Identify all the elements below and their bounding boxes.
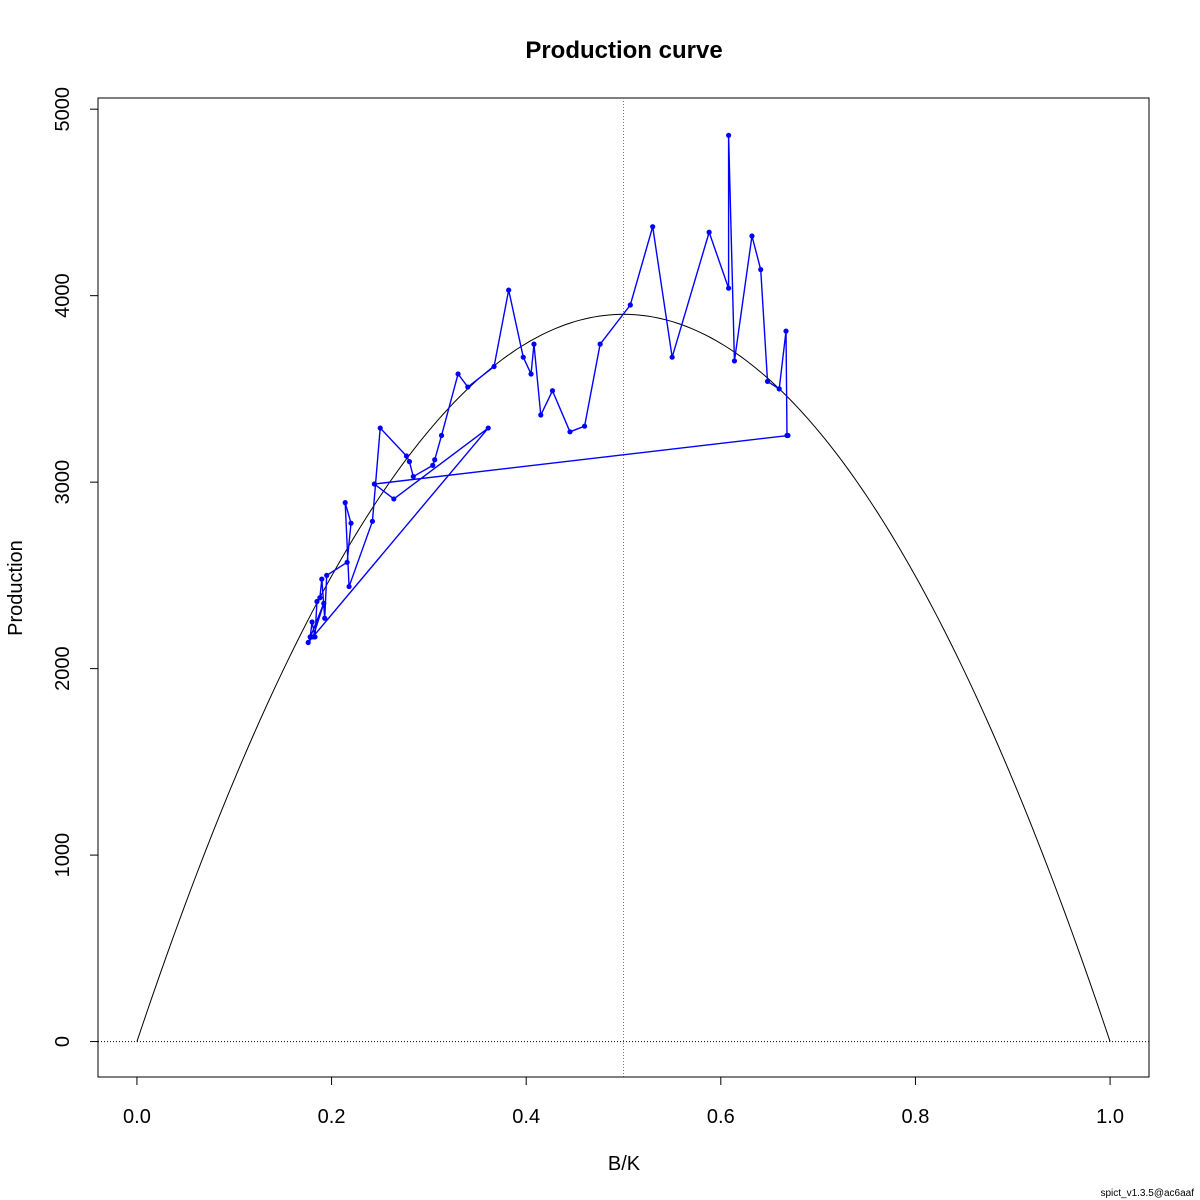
- data-point: [403, 453, 410, 459]
- data-point: [465, 384, 471, 390]
- y-tick-label: 4000: [52, 273, 74, 318]
- x-axis: 0.0 0.2 0.4 0.6 0.8 1.0: [123, 1076, 1124, 1128]
- data-point: [317, 595, 323, 601]
- y-tick-label: 3000: [52, 460, 74, 505]
- data-point: [305, 639, 311, 646]
- data-point: [706, 229, 712, 235]
- data-point: [581, 423, 588, 429]
- data-point: [348, 520, 354, 526]
- y-tick-label: 1000: [52, 833, 74, 878]
- data-point: [485, 425, 491, 431]
- y-axis-label: Production: [5, 540, 27, 636]
- data-point: [438, 432, 445, 439]
- data-point: [322, 615, 328, 621]
- y-tick-label: 0: [52, 1036, 74, 1047]
- version-footer: spict_v1.3.5@ac6aaf: [1100, 1188, 1194, 1199]
- data-point: [391, 496, 397, 502]
- data-point: [344, 559, 350, 565]
- data-point: [726, 132, 732, 138]
- data-point: [726, 285, 732, 291]
- data-point: [531, 341, 537, 347]
- data-point: [321, 600, 327, 606]
- data-point: [758, 266, 764, 273]
- data-point: [406, 459, 413, 465]
- chart-title: Production curve: [525, 37, 722, 64]
- data-point: [650, 224, 656, 230]
- data-point: [410, 473, 416, 480]
- data-point: [430, 462, 436, 468]
- x-tick-label: 0.2: [318, 1106, 346, 1128]
- data-point: [377, 425, 383, 431]
- data-point: [749, 233, 755, 239]
- data-point: [669, 354, 675, 360]
- data-point: [310, 634, 316, 640]
- x-axis-label: B/K: [608, 1153, 641, 1175]
- x-tick-label: 0.8: [902, 1106, 930, 1128]
- y-tick-label: 5000: [52, 87, 74, 132]
- data-point: [785, 432, 791, 439]
- x-tick-label: 1.0: [1096, 1106, 1124, 1128]
- y-axis: 0 1000 2000 3000 4000 5000: [52, 87, 99, 1047]
- data-point: [776, 386, 782, 392]
- data-point: [342, 500, 348, 506]
- y-tick-label: 2000: [52, 646, 74, 691]
- data-point: [528, 371, 534, 377]
- data-point: [783, 328, 789, 334]
- data-point: [731, 358, 738, 364]
- data-point: [455, 371, 461, 377]
- x-tick-label: 0.0: [123, 1106, 151, 1128]
- data-point: [369, 518, 376, 524]
- series-line: [307, 134, 789, 644]
- data-point: [309, 619, 315, 625]
- data-point: [432, 457, 438, 463]
- data-point: [567, 429, 573, 435]
- data-point: [520, 354, 526, 360]
- data-point: [314, 598, 320, 605]
- data-point: [371, 481, 377, 487]
- data-point: [597, 341, 603, 347]
- data-point: [324, 572, 330, 578]
- x-tick-label: 0.6: [707, 1106, 735, 1128]
- data-point: [346, 583, 352, 590]
- data-point: [491, 363, 497, 370]
- x-tick-label: 0.4: [512, 1106, 540, 1128]
- data-point: [549, 388, 556, 394]
- data-point: [627, 302, 633, 308]
- data-point: [506, 287, 512, 293]
- data-point: [764, 378, 771, 385]
- data-point: [319, 576, 325, 582]
- data-point: [538, 412, 544, 418]
